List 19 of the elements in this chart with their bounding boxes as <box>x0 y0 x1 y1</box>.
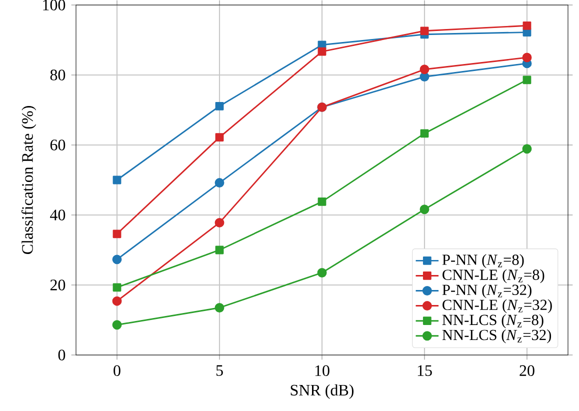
x-tick-label: 0 <box>114 365 120 376</box>
legend-label: P-NN (N$_{z}$=32) <box>442 284 532 298</box>
x-axis-title: SNR (dB) <box>290 384 354 399</box>
y-tick-label: 20 <box>50 280 66 290</box>
y-tick-label: 40 <box>50 210 66 220</box>
x-tick-label: 10 <box>315 365 330 376</box>
x-tick-label: 20 <box>520 365 534 376</box>
y-tick-label: 60 <box>50 140 66 150</box>
legend-label: CNN-LE (N$_{z}$=8) <box>442 269 544 284</box>
y-axis-title: Classification Rate (%) <box>21 106 36 254</box>
y-tick-label: 0 <box>58 350 66 360</box>
x-tick-label: 15 <box>418 365 432 376</box>
y-tick-label: 100 <box>43 0 66 10</box>
legend-label: CNN-LE (N$_{z}$=32) <box>442 299 552 314</box>
legend-label: NN-LCS (N$_{z}$=8) <box>442 314 544 328</box>
legend-label: P-NN (N$_{z}$=8) <box>442 254 524 268</box>
legend-label: NN-LCS (N$_{z}$=32) <box>442 329 552 344</box>
y-tick-label: 80 <box>50 70 66 80</box>
x-tick-label: 5 <box>216 365 223 376</box>
